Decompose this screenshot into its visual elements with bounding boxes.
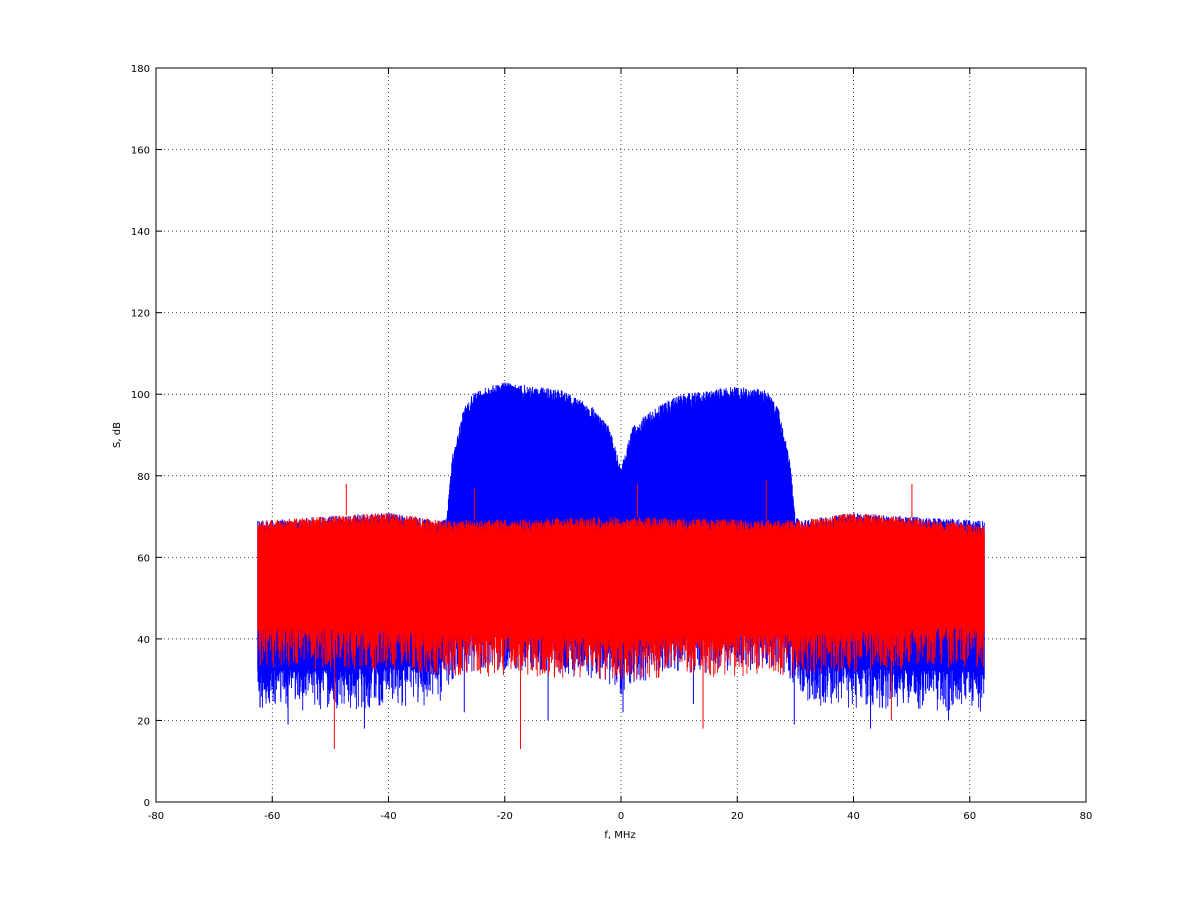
x-tick-label: 0: [618, 811, 624, 822]
x-tick-label: 60: [963, 811, 976, 822]
y-tick-label: 20: [137, 716, 150, 727]
x-tick-label: 40: [847, 811, 860, 822]
axes: [155, 67, 1087, 803]
y-tick-label: 60: [137, 553, 150, 564]
x-tick-label: -20: [497, 811, 513, 822]
plot-series: [257, 382, 985, 749]
series-red: [257, 479, 985, 749]
y-tick-label: 140: [131, 227, 150, 238]
y-tick-label: 120: [131, 309, 150, 320]
x-tick-label: -40: [380, 811, 396, 822]
x-axis-label: f, MHz: [604, 830, 635, 841]
y-tick-label: 160: [131, 146, 150, 157]
y-axis-label: S, dB: [112, 422, 123, 448]
x-tick-label: 80: [1080, 811, 1093, 822]
x-tick-label: -80: [148, 811, 164, 822]
y-tick-label: 80: [137, 472, 150, 483]
y-tick-label: 40: [137, 635, 150, 646]
x-tick-label: 20: [731, 811, 744, 822]
tick-labels: -80 -60 -40 -20 0 20 40 60 80 0 20 40 60 80 100 120 140 1…: [131, 64, 1092, 822]
y-tick-label: 0: [144, 798, 150, 809]
x-tick-label: -60: [264, 811, 280, 822]
series-red-trace: [257, 513, 985, 680]
y-tick-label: 180: [131, 64, 150, 75]
y-tick-label: 100: [131, 390, 150, 401]
